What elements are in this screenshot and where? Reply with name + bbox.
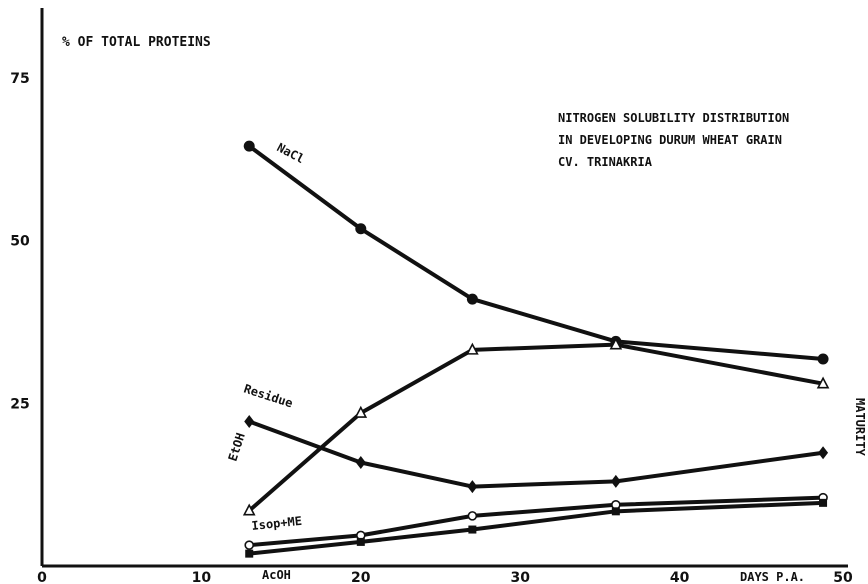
series-lines [247,144,824,556]
x-tick-label: 10 [192,570,212,584]
data-point-nacl [355,223,367,235]
series-label-acoh: AcOH [262,568,291,582]
y-tick-label: 75 [10,71,29,87]
data-point-acoh [356,537,365,546]
maturity-label: MATURITY [853,398,867,457]
series-line-nacl [248,144,824,361]
series-label-residue: Residue [242,382,294,411]
data-point-acoh [819,498,828,507]
title-line-1: NITROGEN SOLUBILITY DISTRIBUTION [558,111,789,125]
data-point-nacl [243,140,255,152]
series-markers [242,140,830,558]
series-label-isop-me: Isop+ME [251,514,303,533]
data-point-acoh [245,549,254,558]
title-line-2: IN DEVELOPING DURUM WHEAT GRAIN [558,133,782,147]
data-point-etoh [354,405,368,418]
y-tick-label: 25 [10,396,29,412]
data-point-isop-me [467,511,478,521]
data-point-residue [610,474,621,488]
x-tick-label: 20 [351,570,371,584]
chart-text: % OF TOTAL PROTEINS DAYS P.A. NITROGEN S… [62,35,867,584]
series-label-nacl: NaCl [275,140,307,166]
data-point-residue [244,414,255,428]
y-tick-label: 50 [10,234,30,250]
axes [40,8,848,568]
data-point-etoh [466,342,479,355]
data-point-residue [818,446,829,460]
data-point-etoh [242,503,256,516]
data-point-acoh [611,507,620,516]
y-axis-label: % OF TOTAL PROTEINS [62,35,211,50]
data-point-nacl [817,353,829,365]
x-tick-label: 40 [670,570,690,584]
x-tick-label: 50 [833,570,853,584]
data-point-residue [355,455,366,469]
x-axis-label: DAYS P.A. [740,570,805,584]
data-point-nacl [466,293,478,305]
x-tick-label: 30 [510,570,530,584]
data-point-etoh [609,337,623,350]
data-point-etoh [816,376,830,389]
tick-labels: 0 10 20 30 40 50 25 50 75 [10,71,853,584]
data-point-isop-me [244,540,255,550]
title-line-3: CV. TRINAKRIA [558,155,653,169]
series-label-etoh: EtOH [226,431,248,463]
series-line-residue [248,419,824,489]
data-point-residue [467,480,478,494]
x-tick-label: 0 [37,570,47,584]
data-point-acoh [468,525,477,534]
